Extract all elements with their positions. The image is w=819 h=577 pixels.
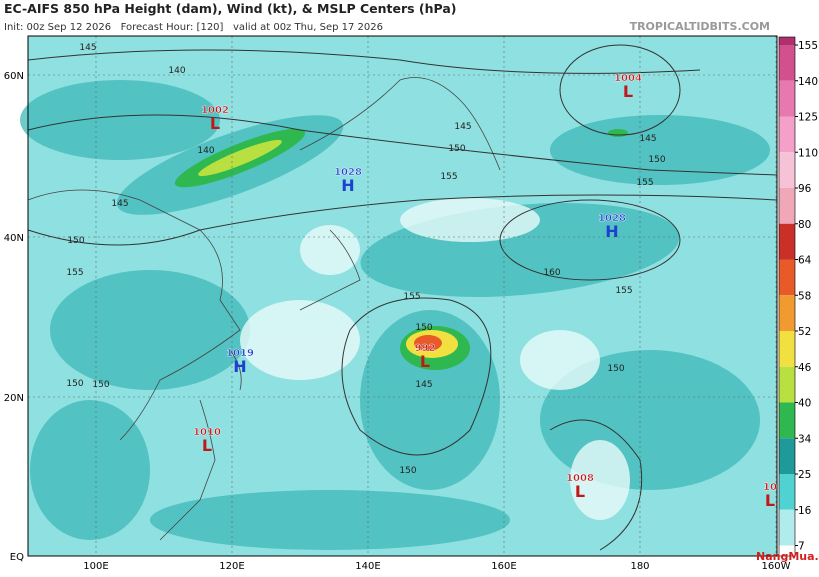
colorbar-label: 16 [798, 505, 812, 517]
colorbar-segment [779, 80, 795, 117]
colorbar-label: 155 [798, 40, 818, 52]
lon-label: 100E [83, 561, 108, 572]
subtitle: Init: 00z Sep 12 2026 Forecast Hour: [12… [4, 22, 383, 33]
colorbar-label: 58 [798, 290, 811, 302]
colorbar-segment [779, 188, 795, 224]
contour-label: 155 [403, 292, 420, 302]
center-symbol: H [605, 222, 618, 241]
center-pressure: 1028 [598, 213, 626, 224]
center-symbol: L [420, 352, 430, 371]
center-pressure: 1002 [201, 105, 229, 116]
center-pressure: 1008 [566, 473, 594, 484]
colorbar-segment [779, 37, 795, 45]
colorbar-segment [779, 474, 795, 510]
contour-label: 155 [66, 268, 83, 278]
title: EC-AIFS 850 hPa Height (dam), Wind (kt),… [4, 1, 457, 16]
colorbar-segment [779, 152, 795, 188]
center-symbol: L [210, 114, 220, 133]
colorbar-segment [779, 223, 795, 260]
calm-areas [240, 198, 630, 520]
contour-label: 140 [168, 66, 185, 76]
center-pressure: 10 [763, 482, 777, 493]
center-symbol: H [233, 357, 246, 376]
watermark: NangMua.VN [756, 550, 819, 563]
contour-label: 150 [648, 155, 665, 165]
lon-label: 160E [491, 561, 516, 572]
lon-label: 160W [762, 561, 791, 572]
contour-label: 150 [399, 466, 416, 476]
center-symbol: H [341, 176, 354, 195]
lon-label: 120E [219, 561, 244, 572]
colorbar-label: 34 [798, 433, 812, 445]
lat-label: 20N [4, 393, 24, 404]
contour-label: 145 [415, 380, 432, 390]
lat-label: EQ [10, 552, 24, 563]
center-symbol: L [202, 436, 212, 455]
colorbar-segment [779, 509, 795, 546]
colorbar-label: 40 [798, 398, 811, 410]
contour-label: 150 [607, 364, 624, 374]
lat-label: 40N [4, 233, 24, 244]
colorbar-label: 25 [798, 469, 811, 481]
colorbar-label: 64 [798, 255, 812, 267]
contour-label: 145 [79, 43, 96, 53]
colorbar-segment [779, 45, 795, 81]
contour-label: 155 [636, 178, 653, 188]
center-pressure: 1010 [193, 427, 221, 438]
contour-label: 160 [543, 268, 560, 278]
colorbar-label: 140 [798, 76, 818, 88]
contour-label: 150 [66, 379, 83, 389]
contour-label: 155 [440, 172, 457, 182]
height-contours [27, 44, 778, 551]
colorbar-segment [779, 438, 795, 474]
colorbar-segment [779, 259, 795, 296]
center-pressure: 992 [415, 343, 436, 354]
colorbar-segment [779, 402, 795, 439]
colorbar-segment [779, 331, 795, 367]
strong-wind [174, 128, 628, 370]
lat-label: 60N [4, 71, 24, 82]
colorbar-label: 110 [798, 147, 818, 159]
contour-label: 145 [111, 199, 128, 209]
colorbar-label: 46 [798, 362, 812, 374]
map-frame [27, 35, 778, 557]
center-symbol: L [575, 482, 585, 501]
map [20, 36, 778, 556]
center-pressure: 1004 [614, 73, 642, 84]
colorbar-label: 52 [798, 326, 811, 338]
center-symbol: L [765, 491, 775, 510]
contour-label: 150 [92, 380, 109, 390]
center-pressure: 1028 [334, 167, 362, 178]
contour-label: 150 [67, 236, 84, 246]
contour-label: 150 [448, 144, 465, 154]
colorbar-label: 96 [798, 183, 812, 195]
colorbar-label: 7 [798, 541, 805, 553]
contour-label: 155 [615, 286, 632, 296]
colorbar-segment [779, 116, 795, 153]
colorbar-segment [779, 295, 795, 331]
contour-label: 145 [639, 134, 656, 144]
colorbar-frame [778, 36, 796, 557]
center-symbol: L [623, 82, 633, 101]
coastlines [27, 77, 501, 541]
contour-label: 140 [197, 146, 214, 156]
contour-label: 150 [415, 323, 432, 333]
colorbar-segment [779, 366, 795, 403]
colorbar-segment [779, 545, 795, 556]
lon-label: 140E [355, 561, 380, 572]
colorbar-label: 80 [798, 219, 811, 231]
center-pressure: 1019 [226, 348, 254, 359]
credit: TROPICALTIDBITS.COM [630, 20, 770, 33]
colorbar-label: 125 [798, 112, 818, 124]
contour-label: 145 [454, 122, 471, 132]
lon-label: 180 [630, 561, 649, 572]
